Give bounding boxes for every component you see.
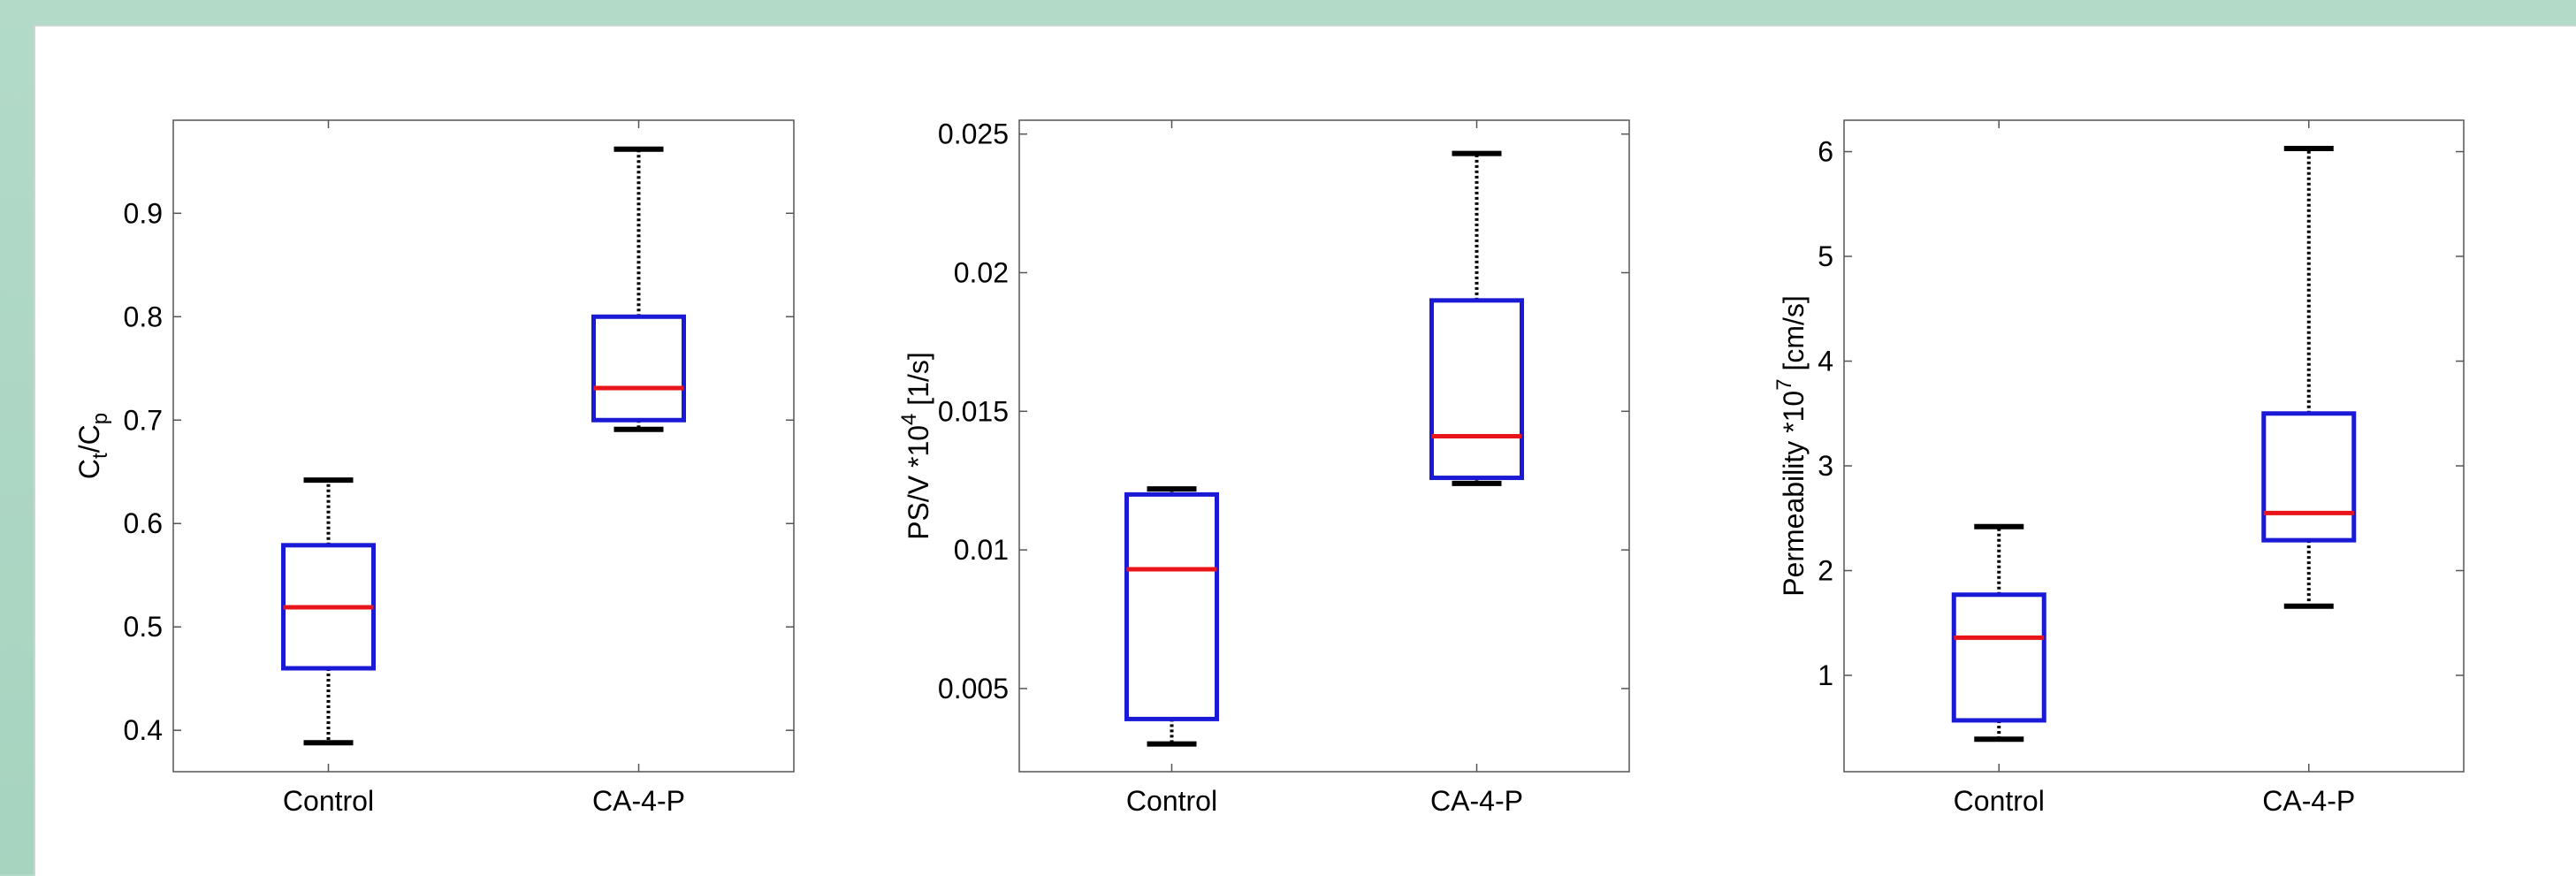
- subplot-3: 1 2 3 4 5 6 Control CA-4-P Permeability *107 [cm…: [1772, 120, 2464, 817]
- axes-frame: [1019, 120, 1629, 772]
- y-label-part: [1/s]: [903, 352, 934, 413]
- y-tick-label: 5: [1818, 240, 1833, 272]
- box-ca-4-p: [2264, 149, 2354, 606]
- y-label-part: PS/V *10: [903, 425, 934, 540]
- y-tick-label: 0.025: [938, 118, 1009, 150]
- box-ca-4-p: [594, 149, 684, 430]
- x-tick-label: CA-4-P: [1430, 785, 1523, 817]
- iqr-box: [1432, 301, 1522, 478]
- x-tick-label: Control: [1126, 785, 1217, 817]
- y-tick-label: 0.9: [124, 197, 163, 229]
- iqr-box: [2264, 414, 2354, 540]
- y-axis-label: Permeability *107 [cm/s]: [1772, 295, 1810, 597]
- y-tick-label: 6: [1818, 136, 1833, 168]
- y-tick-label: 0.8: [124, 301, 163, 332]
- y-label-part: C: [73, 459, 105, 479]
- y-label-sup: 4: [897, 414, 921, 425]
- y-tick-label: 0.7: [124, 404, 163, 436]
- y-tick-label: 2: [1818, 555, 1833, 587]
- axes-frame: [1844, 120, 2464, 772]
- box-ca-4-p: [1432, 154, 1522, 484]
- x-tick-label: Control: [283, 785, 374, 817]
- y-tick-label: 3: [1818, 450, 1833, 482]
- x-tick-label: CA-4-P: [592, 785, 685, 817]
- y-label-sup: 7: [1772, 378, 1796, 390]
- y-tick-label: 0.005: [938, 673, 1009, 705]
- y-tick-label: 0.01: [954, 534, 1009, 566]
- y-label-part: /C: [73, 424, 105, 453]
- box-control: [284, 480, 374, 743]
- iqr-box: [1127, 494, 1217, 719]
- axes-frame: [173, 120, 794, 772]
- y-tick-label: 0.5: [124, 611, 163, 643]
- y-label-sub: p: [88, 413, 112, 424]
- y-label-part: [cm/s]: [1778, 295, 1810, 378]
- y-tick-label: 0.02: [954, 256, 1009, 288]
- iqr-box: [594, 316, 684, 420]
- box-control: [1127, 489, 1217, 744]
- iqr-box: [1954, 595, 2044, 720]
- subplot-2: 0.005 0.01 0.015 0.02 0.025 Control CA-4-P PS/V…: [897, 118, 1629, 817]
- y-tick-label: 0.4: [124, 714, 163, 746]
- y-tick-label: 0.6: [124, 507, 163, 539]
- y-tick-label: 4: [1818, 346, 1833, 377]
- x-tick-label: Control: [1954, 785, 2045, 817]
- box-control: [1954, 527, 2044, 740]
- y-tick-label: 0.015: [938, 395, 1009, 427]
- x-tick-label: CA-4-P: [2262, 785, 2355, 817]
- y-tick-label: 1: [1818, 659, 1833, 691]
- y-label-part: Permeability *10: [1778, 391, 1810, 597]
- y-axis-label: Ct/Cp: [73, 413, 112, 479]
- subplot-1: 0.4 0.5 0.6 0.7 0.8 0.9 Control CA-4-P Ct/Cp: [73, 120, 794, 817]
- y-axis-label: PS/V *104 [1/s]: [897, 352, 934, 540]
